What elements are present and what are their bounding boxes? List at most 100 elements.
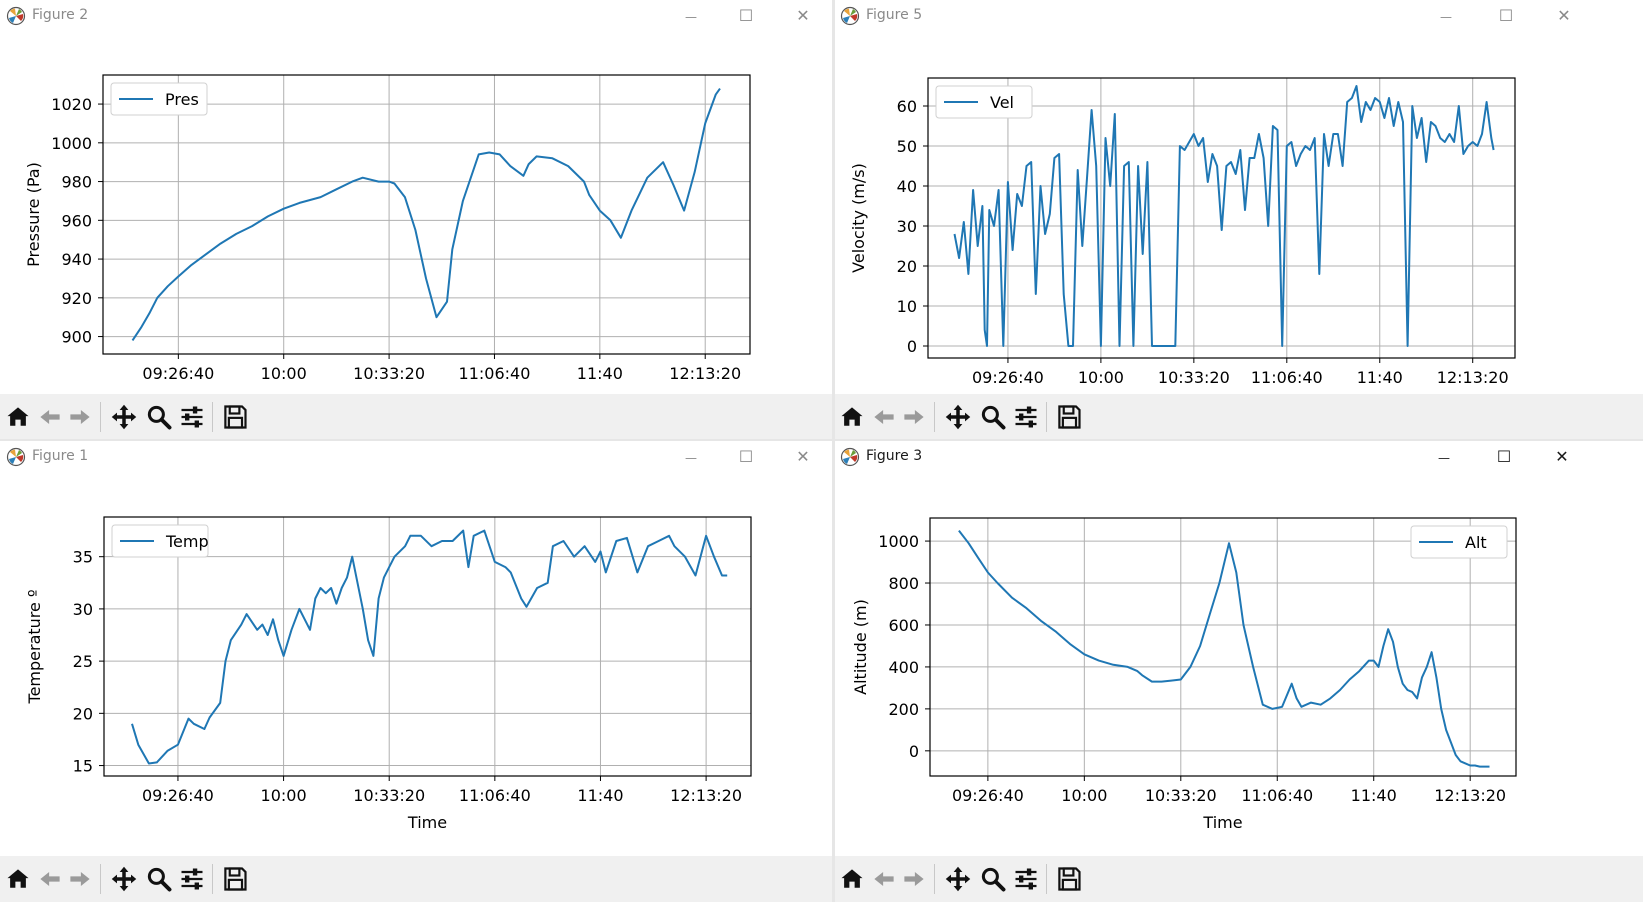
forward-button[interactable] [898,863,930,895]
legend-box [1410,525,1508,559]
forward-arrow-icon [70,410,90,424]
maximize-button[interactable]: ☐ [730,4,762,28]
home-button[interactable] [2,401,34,433]
save-button[interactable] [219,863,251,895]
maximize-button[interactable]: ☐ [1490,4,1522,28]
forward-button[interactable] [898,401,930,433]
plot-canvas[interactable]: 09:26:40 10:00 10:33:20 11:06:40 11:40 12:13:… [834,473,1643,856]
pan-button[interactable] [942,863,974,895]
minimize-button[interactable]: — [1428,445,1460,469]
configure-subplots-button[interactable] [176,863,208,895]
y-tick-label: 1020 [51,95,92,114]
y-tick-label: 400 [888,658,919,677]
pan-button[interactable] [942,401,974,433]
close-icon: ✕ [796,6,810,25]
pan-move-icon [111,866,137,892]
title-bar[interactable]: Figure 3 — ☐ ✕ [834,441,1643,473]
zoom-button[interactable] [977,401,1009,433]
configure-subplots-button[interactable] [1010,401,1042,433]
save-floppy-icon [224,867,247,891]
home-button[interactable] [836,863,868,895]
x-tick-label: 09:26:40 [142,786,214,805]
close-button[interactable]: ✕ [1546,445,1578,469]
toolbar-separator [934,402,935,432]
x-axis-label: Time [407,813,447,832]
y-tick-label: 900 [61,328,92,347]
toolbar-separator [212,402,213,432]
minimize-icon: — [1438,451,1450,465]
x-tick-label: 10:00 [1061,786,1107,805]
close-button[interactable]: ✕ [787,445,819,469]
save-floppy-icon [1058,867,1081,891]
minimize-button[interactable]: — [675,445,707,469]
x-axis-label: Time [406,391,446,394]
x-tick-label: 12:13:20 [669,364,741,383]
axes-frame [103,516,752,777]
x-tick-label: 12:13:20 [1434,786,1506,805]
home-button[interactable] [2,863,34,895]
title-bar[interactable]: Figure 2 — ☐ ✕ [0,0,832,32]
title-bar[interactable]: Figure 1 — ☐ ✕ [0,441,832,473]
back-button[interactable] [34,863,66,895]
close-button[interactable]: ✕ [1548,4,1580,28]
zoom-button[interactable] [143,401,175,433]
maximize-icon: ☐ [738,6,754,25]
minimize-button[interactable]: — [1430,4,1462,28]
legend-label: Alt [1465,533,1487,552]
navigation-toolbar [834,856,1643,902]
back-button[interactable] [868,863,900,895]
plot-canvas[interactable]: 09:26:40 10:00 10:33:20 11:06:40 11:40 12:13:… [834,32,1643,394]
x-tick-label: 09:26:40 [952,786,1024,805]
toolbar-separator [1046,864,1047,894]
configure-subplots-button[interactable] [1010,863,1042,895]
save-floppy-icon [1058,405,1081,429]
title-bar[interactable]: Figure 5 — ☐ ✕ [834,0,1643,32]
maximize-button[interactable]: ☐ [1488,445,1520,469]
minimize-button[interactable]: — [675,4,707,28]
x-tick-label: 10:33:20 [1145,786,1217,805]
series-line [131,88,721,341]
home-icon [7,407,29,426]
y-tick-label: 15 [73,757,93,776]
legend: Vel [935,85,1033,119]
pan-button[interactable] [108,401,140,433]
matplotlib-logo-icon [840,447,860,467]
save-button[interactable] [219,401,251,433]
plot-canvas[interactable]: 09:26:40 10:00 10:33:20 11:06:40 11:40 12:13:… [0,32,832,394]
y-tick-label: 600 [888,616,919,635]
matplotlib-logo-icon [840,6,860,26]
y-tick-label: 960 [61,211,92,230]
navigation-toolbar [834,394,1643,440]
minimize-icon: — [1440,10,1452,24]
plot-canvas[interactable]: 09:26:40 10:00 10:33:20 11:06:40 11:40 12:13:… [0,473,832,856]
legend-box [111,524,209,558]
home-button[interactable] [836,401,868,433]
maximize-button[interactable]: ☐ [730,445,762,469]
home-icon [841,869,863,888]
zoom-button[interactable] [977,863,1009,895]
zoom-magnifier-icon [981,867,1006,892]
zoom-button[interactable] [143,863,175,895]
save-button[interactable] [1053,863,1085,895]
close-button[interactable]: ✕ [787,4,819,28]
x-tick-label: 11:06:40 [459,786,531,805]
legend-label: Vel [990,93,1014,112]
pan-button[interactable] [108,863,140,895]
y-tick-label: 1000 [51,134,92,153]
pan-move-icon [945,866,971,892]
y-tick-label: 35 [73,548,93,567]
save-button[interactable] [1053,401,1085,433]
maximize-icon: ☐ [1498,6,1514,25]
x-tick-label: 09:26:40 [972,368,1044,387]
y-tick-label: 60 [897,97,917,116]
legend: Temp [111,524,209,558]
forward-button[interactable] [64,863,96,895]
back-button[interactable] [868,401,900,433]
back-button[interactable] [34,401,66,433]
forward-button[interactable] [64,401,96,433]
configure-subplots-button[interactable] [176,401,208,433]
zoom-magnifier-icon [147,405,172,430]
forward-arrow-icon [904,872,924,886]
close-icon: ✕ [1557,6,1571,25]
back-arrow-icon [874,872,894,886]
